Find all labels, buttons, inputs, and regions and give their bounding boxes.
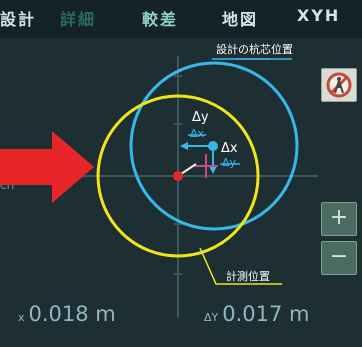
left-readout: x 0.018 m: [18, 302, 116, 326]
dy-label: Δy: [192, 110, 209, 125]
no-walk-button[interactable]: [321, 68, 357, 102]
measured-callout-line: [199, 247, 282, 285]
dx-label: Δx: [221, 141, 238, 156]
design-point: [208, 141, 218, 151]
dy-arrow-head: [180, 142, 188, 150]
design-position-label: 設計の杭芯位置: [216, 43, 293, 56]
dx-arrow-head: [209, 166, 217, 174]
zoom-in-button[interactable]: +: [321, 202, 357, 236]
tab-detail[interactable]: 詳細: [60, 10, 97, 29]
zoom-out-button[interactable]: −: [321, 241, 357, 275]
measured-point: [173, 171, 183, 181]
right-readout-prefix: ΔY: [204, 311, 219, 324]
tab-bar: 設計 詳細 較差 地図 XYH: [0, 0, 362, 38]
tab-difference[interactable]: 較差: [142, 10, 179, 29]
no-pedestrian-icon: [326, 72, 352, 98]
right-readout-value: 0.017 m: [222, 302, 310, 326]
measured-circle: [96, 94, 260, 258]
dx-struck-label: Δx: [190, 127, 205, 140]
left-readout-prefix: x: [18, 311, 25, 324]
tab-design[interactable]: 設計: [0, 10, 37, 29]
design-circle: [129, 61, 299, 231]
tab-xyh[interactable]: XYH: [297, 6, 341, 25]
left-readout-value: 0.018 m: [28, 302, 116, 326]
tab-map[interactable]: 地図: [222, 10, 259, 29]
measured-position-label: 計測位置: [226, 270, 270, 283]
right-arrow-icon: [0, 131, 94, 203]
dy-struck-label: Δy: [222, 156, 237, 169]
right-readout: ΔY 0.017 m: [204, 302, 310, 326]
